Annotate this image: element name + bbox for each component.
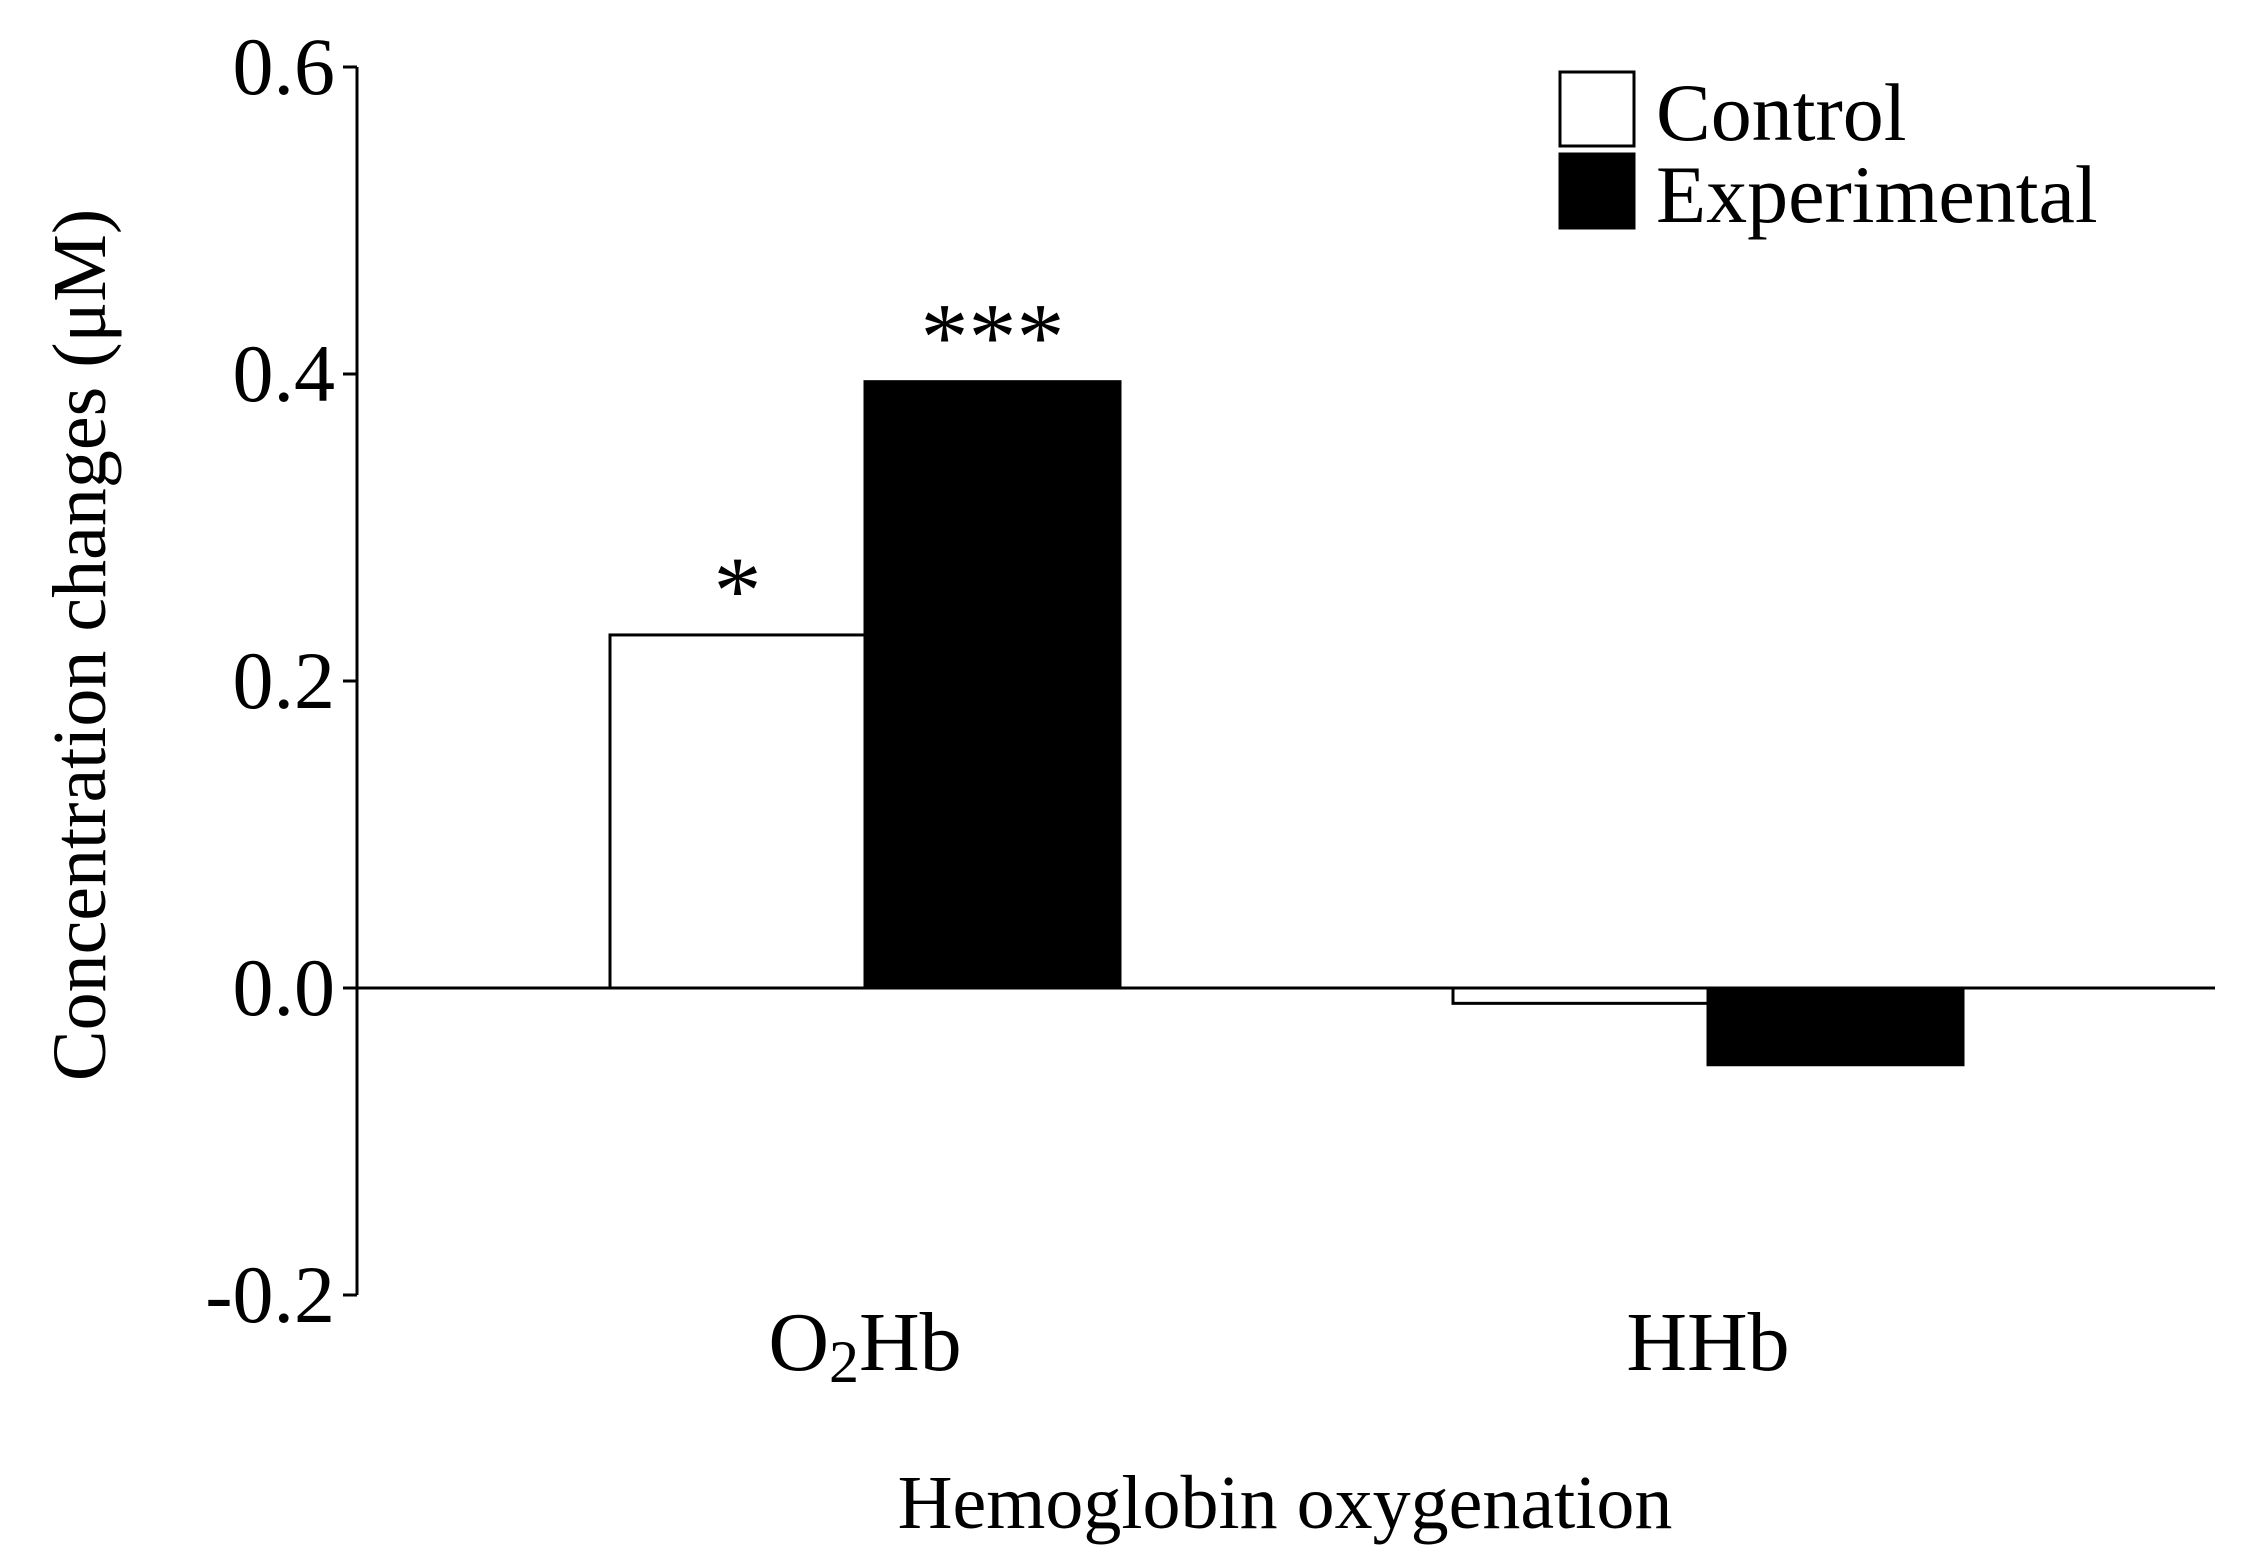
y-tick-label: 0.4 [233, 328, 336, 419]
y-axis: -0.2 0.0 0.2 0.4 0.6 [205, 21, 359, 1340]
bar-control-1 [1451, 986, 1710, 1005]
legend-swatch-control [1558, 70, 1636, 148]
bars [608, 380, 1965, 1067]
legend-label: Experimental [1656, 149, 2098, 240]
bar-experimental-0 [863, 380, 1122, 990]
legend-label: Control [1656, 67, 1907, 158]
x-axis-label: Hemoglobin oxygenation [898, 1461, 1673, 1545]
y-tick-label: 0.2 [233, 635, 336, 726]
significance-marker: * [714, 537, 762, 644]
y-tick-label: 0.6 [233, 21, 336, 112]
x-tick-label: O2Hb [768, 1296, 961, 1395]
x-tick-labels: O2Hb HHb [768, 1296, 1789, 1395]
y-tick-label: -0.2 [205, 1249, 335, 1340]
bar-experimental-1 [1706, 986, 1965, 1067]
x-tick-label: HHb [1626, 1296, 1789, 1389]
significance-marker: *** [921, 284, 1065, 391]
y-tick-label: 0.0 [233, 942, 336, 1033]
legend-swatch-experimental [1558, 152, 1636, 230]
y-axis-label: Concentration changes (μM) [38, 209, 122, 1081]
bar-control-0 [608, 633, 867, 990]
significance-annotations: **** [714, 284, 1065, 644]
